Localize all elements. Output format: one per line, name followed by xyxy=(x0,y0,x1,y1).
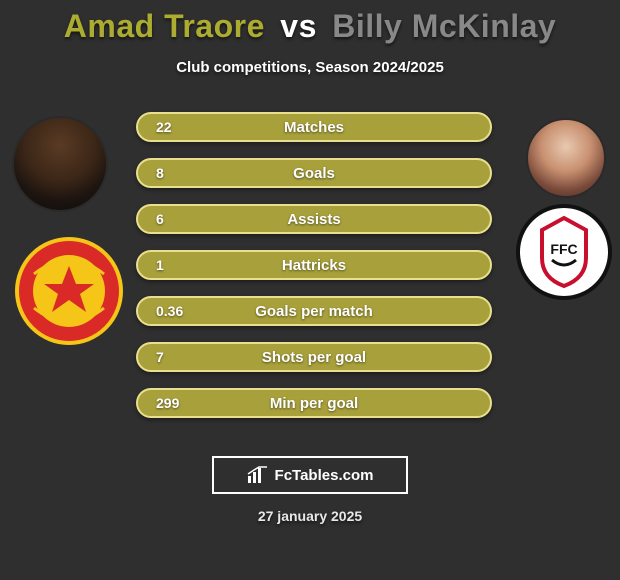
player2-avatar xyxy=(526,118,606,198)
stat-value: 8 xyxy=(156,165,164,181)
stat-row-mpg: 299 Min per goal xyxy=(136,388,492,418)
player1-name: Amad Traore xyxy=(64,8,265,44)
stat-label: Assists xyxy=(138,211,490,228)
stat-row-hattricks: 1 Hattricks xyxy=(136,250,492,280)
chart-icon xyxy=(247,466,269,484)
svg-text:FFC: FFC xyxy=(550,241,577,257)
stat-label: Hattricks xyxy=(138,257,490,274)
footer-date: 27 january 2025 xyxy=(0,508,620,524)
stat-row-matches: 22 Matches xyxy=(136,112,492,142)
comparison-title: Amad Traore vs Billy McKinlay xyxy=(0,0,620,45)
stat-row-assists: 6 Assists xyxy=(136,204,492,234)
stat-row-spg: 7 Shots per goal xyxy=(136,342,492,372)
stat-value: 22 xyxy=(156,119,172,135)
stat-value: 1 xyxy=(156,257,164,273)
stat-value: 6 xyxy=(156,211,164,227)
fulham-badge-icon: FFC xyxy=(516,204,612,300)
stat-value: 7 xyxy=(156,349,164,365)
player2-name: Billy McKinlay xyxy=(332,8,556,44)
stat-label: Matches xyxy=(138,119,490,136)
stat-value: 299 xyxy=(156,395,179,411)
stat-row-gpm: 0.36 Goals per match xyxy=(136,296,492,326)
player1-avatar xyxy=(12,116,108,212)
stat-label: Goals per match xyxy=(138,303,490,320)
footer-logo: FcTables.com xyxy=(212,456,408,494)
player1-club-badge xyxy=(14,236,124,346)
footer-logo-text: FcTables.com xyxy=(275,467,374,484)
stat-label: Goals xyxy=(138,165,490,182)
stat-label: Min per goal xyxy=(138,395,490,412)
stat-bars: 22 Matches 8 Goals 6 Assists 1 Hattricks… xyxy=(136,112,492,434)
stat-label: Shots per goal xyxy=(138,349,490,366)
stat-row-goals: 8 Goals xyxy=(136,158,492,188)
subtitle: Club competitions, Season 2024/2025 xyxy=(0,59,620,76)
stat-value: 0.36 xyxy=(156,303,183,319)
vs-text: vs xyxy=(280,8,317,44)
player2-club-badge: FFC xyxy=(516,204,612,300)
comparison-content: FFC 22 Matches 8 Goals 6 Assists 1 Hattr… xyxy=(0,108,620,448)
man-utd-badge-icon xyxy=(14,236,124,346)
